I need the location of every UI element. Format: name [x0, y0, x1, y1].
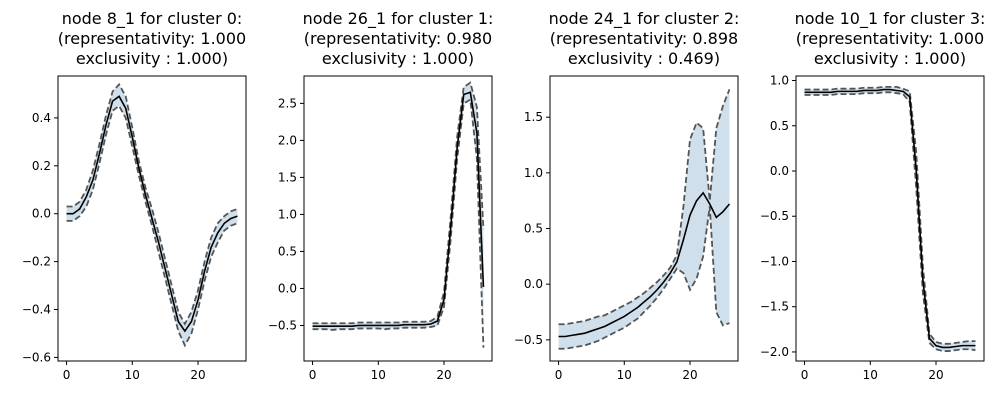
subplot-0-upper-line: [66, 82, 238, 326]
subplot-1-upper-line: [312, 81, 485, 325]
subplot-2: node 24_1 for cluster 2:(representativit…: [514, 9, 740, 382]
subplot-3-xtick-label-2: 20: [928, 368, 943, 382]
subplot-1-ytick-label-5: 2.0: [278, 133, 297, 147]
subplot-0-title-line-1: (representativity: 1.000: [58, 29, 246, 48]
subplot-0-lower-line: [66, 104, 238, 348]
subplot-2-ytick-label-4: 1.5: [524, 110, 543, 124]
subplot-3-title-line-1: (representativity: 1.000: [796, 29, 984, 48]
subplot-2-mean-line: [558, 191, 731, 338]
subplot-1-xtick-label-2: 20: [436, 368, 451, 382]
subplot-0-band: [66, 84, 238, 346]
subplot-0-title-line-0: node 8_1 for cluster 0:: [62, 9, 243, 29]
subplot-2-ytick-label-1: 0.0: [524, 277, 543, 291]
subplot-0-ytick-label-0: −0.6: [22, 350, 51, 364]
subplot-0-ytick-label-4: 0.2: [32, 159, 51, 173]
subplot-3: node 10_1 for cluster 3:(representativit…: [760, 9, 986, 382]
subplot-1-lower-line: [312, 98, 485, 348]
subplot-3-band: [804, 86, 976, 352]
subplot-3-title-line-0: node 10_1 for cluster 3:: [795, 9, 986, 29]
subplot-3-ytick-label-2: −1.0: [760, 254, 789, 268]
subplot-1: node 26_1 for cluster 1:(representativit…: [268, 9, 494, 382]
subplot-0: node 8_1 for cluster 0:(representativity…: [22, 9, 247, 382]
subplot-3-ytick-label-6: 1.0: [770, 74, 789, 88]
subplot-0-xtick-label-2: 20: [190, 368, 205, 382]
subplot-1-title-line-0: node 26_1 for cluster 1:: [303, 9, 494, 29]
subplot-2-xtick-label-1: 10: [617, 368, 632, 382]
subplot-3-upper-line: [804, 85, 976, 345]
subplot-1-band: [312, 82, 484, 348]
subplot-1-ytick-label-4: 1.5: [278, 170, 297, 184]
subplot-0-ytick-label-2: −0.2: [22, 255, 51, 269]
subplot-2-frame: [549, 75, 739, 362]
subplot-1-ytick-label-1: 0.0: [278, 281, 297, 295]
subplot-2-upper-line: [558, 89, 731, 326]
subplot-0-ytick-label-5: 0.4: [32, 111, 51, 125]
subplot-3-title-line-2: exclusivity : 1.000): [814, 49, 966, 68]
subplot-0-title-line-2: exclusivity : 1.000): [76, 49, 228, 68]
subplot-2-ytick-label-2: 0.5: [524, 222, 543, 236]
subplot-2-xtick-label-2: 20: [682, 368, 697, 382]
subplot-3-ytick-label-5: 0.5: [770, 119, 789, 133]
subplot-2-ytick-label-0: −0.5: [514, 333, 543, 347]
subplot-2-band: [558, 89, 730, 349]
subplot-3-ytick-label-3: −0.5: [760, 209, 789, 223]
subplot-3-xtick-label-0: 0: [801, 368, 809, 382]
subplot-2-xtick-label-0: 0: [555, 368, 563, 382]
subplot-1-ytick-label-2: 0.5: [278, 244, 297, 258]
subplot-0-xtick-label-0: 0: [63, 368, 71, 382]
subplot-1-title-line-1: (representativity: 0.980: [304, 29, 492, 48]
subplot-1-xtick-label-0: 0: [309, 368, 317, 382]
subplot-3-frame: [795, 75, 985, 362]
subplot-3-mean-line: [804, 88, 976, 349]
subplot-3-ytick-label-0: −2.0: [760, 345, 789, 359]
subplot-1-title-line-2: exclusivity : 1.000): [322, 49, 474, 68]
subplot-2-title-line-2: exclusivity : 0.469): [568, 49, 720, 68]
subplot-1-ytick-label-3: 1.0: [278, 207, 297, 221]
subplot-1-frame: [303, 75, 493, 362]
subplot-0-ytick-label-3: 0.0: [32, 207, 51, 221]
subplot-0-xtick-label-1: 10: [125, 368, 140, 382]
subplot-1-mean-line: [312, 91, 485, 328]
subplot-1-ytick-label-6: 2.5: [278, 96, 297, 110]
subplot-2-lower-line: [558, 206, 730, 350]
subplot-1-ytick-label-0: −0.5: [268, 318, 297, 332]
subplot-3-ytick-label-4: 0.0: [770, 164, 789, 178]
subplot-2-title-line-0: node 24_1 for cluster 2:: [549, 9, 740, 29]
subplot-3-ytick-label-1: −1.5: [760, 300, 789, 314]
subplot-3-xtick-label-1: 10: [863, 368, 878, 382]
subplot-1-xtick-label-1: 10: [371, 368, 386, 382]
subplot-0-frame: [57, 75, 247, 362]
subplot-2-ytick-label-3: 1.0: [524, 166, 543, 180]
subplot-3-lower-line: [804, 91, 976, 352]
subplot-2-title-line-1: (representativity: 0.898: [550, 29, 738, 48]
subplot-0-ytick-label-1: −0.4: [22, 303, 51, 317]
subplot-0-mean-line: [66, 95, 238, 333]
